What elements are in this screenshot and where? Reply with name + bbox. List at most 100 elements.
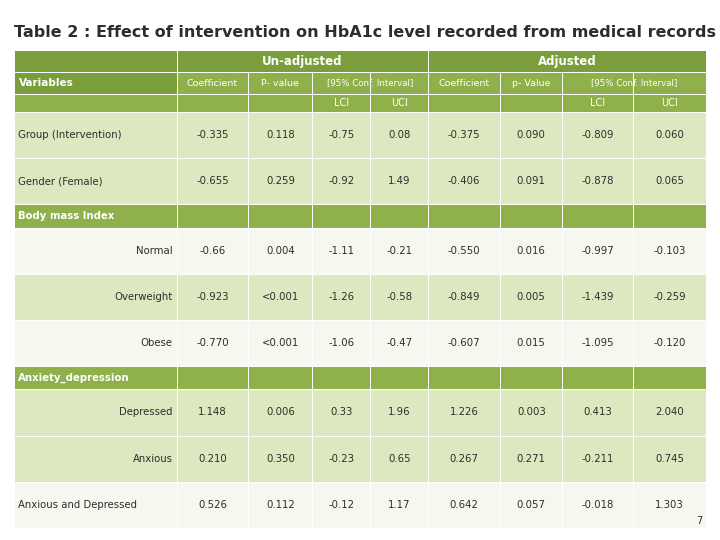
Bar xyxy=(500,94,562,112)
Bar xyxy=(634,366,706,389)
Text: -1.26: -1.26 xyxy=(328,292,354,302)
Bar xyxy=(634,205,706,227)
Text: 1.17: 1.17 xyxy=(388,500,410,510)
Bar xyxy=(14,366,176,389)
Bar xyxy=(14,158,176,205)
Bar xyxy=(562,158,634,205)
Text: 0.060: 0.060 xyxy=(655,130,684,140)
Text: -0.58: -0.58 xyxy=(387,292,413,302)
Text: 0.210: 0.210 xyxy=(198,454,227,464)
Bar xyxy=(248,274,312,320)
Text: 0.08: 0.08 xyxy=(388,130,410,140)
Text: -0.018: -0.018 xyxy=(582,500,614,510)
Bar xyxy=(312,227,370,274)
Bar xyxy=(370,366,428,389)
Text: Adjusted: Adjusted xyxy=(538,55,597,68)
Text: 2.040: 2.040 xyxy=(655,408,684,417)
Text: -0.47: -0.47 xyxy=(387,338,413,348)
Bar xyxy=(562,227,634,274)
Bar xyxy=(312,436,370,482)
Bar xyxy=(176,94,248,112)
Bar xyxy=(428,227,500,274)
Text: 0.118: 0.118 xyxy=(266,130,294,140)
Bar xyxy=(428,436,500,482)
Text: Depressed: Depressed xyxy=(119,408,173,417)
Text: -0.406: -0.406 xyxy=(448,177,480,186)
Bar xyxy=(176,482,248,528)
Bar xyxy=(500,112,562,158)
Text: -0.75: -0.75 xyxy=(328,130,354,140)
Text: LCI: LCI xyxy=(334,98,349,108)
Bar xyxy=(176,436,248,482)
Bar xyxy=(562,274,634,320)
Text: 0.526: 0.526 xyxy=(198,500,227,510)
Text: 1.303: 1.303 xyxy=(655,500,684,510)
Text: LCI: LCI xyxy=(590,98,606,108)
Bar xyxy=(312,366,370,389)
Bar xyxy=(248,436,312,482)
Text: 0.016: 0.016 xyxy=(517,246,546,255)
Bar xyxy=(428,274,500,320)
Text: -0.770: -0.770 xyxy=(197,338,229,348)
Text: -1.06: -1.06 xyxy=(328,338,354,348)
Bar xyxy=(370,158,428,205)
Bar xyxy=(634,72,706,94)
Text: Anxiety_depression: Anxiety_depression xyxy=(18,373,130,383)
Text: 0.090: 0.090 xyxy=(517,130,546,140)
Bar xyxy=(562,366,634,389)
Text: Coefficient: Coefficient xyxy=(438,78,490,87)
Text: <0.001: <0.001 xyxy=(262,292,299,302)
Bar xyxy=(14,320,176,366)
Text: Normal: Normal xyxy=(136,246,173,255)
Text: 0.005: 0.005 xyxy=(517,292,546,302)
Bar xyxy=(176,227,248,274)
Bar xyxy=(428,205,500,227)
Bar xyxy=(14,274,176,320)
Bar xyxy=(312,94,370,112)
Bar xyxy=(500,389,562,436)
Text: -0.809: -0.809 xyxy=(582,130,614,140)
Text: Gender (Female): Gender (Female) xyxy=(18,177,103,186)
Text: UCI: UCI xyxy=(661,98,678,108)
Bar xyxy=(370,205,428,227)
Text: -0.375: -0.375 xyxy=(448,130,480,140)
Bar xyxy=(500,436,562,482)
Bar xyxy=(370,72,428,94)
Text: 0.004: 0.004 xyxy=(266,246,294,255)
Bar xyxy=(14,72,176,94)
Bar xyxy=(500,158,562,205)
Text: -0.607: -0.607 xyxy=(448,338,480,348)
Text: 0.350: 0.350 xyxy=(266,454,295,464)
Bar xyxy=(248,205,312,227)
Bar xyxy=(562,205,634,227)
Bar xyxy=(634,158,706,205)
Bar xyxy=(14,389,176,436)
Bar xyxy=(562,389,634,436)
Text: -0.12: -0.12 xyxy=(328,500,354,510)
Text: -0.997: -0.997 xyxy=(582,246,614,255)
Text: Un-adjusted: Un-adjusted xyxy=(262,55,343,68)
Bar xyxy=(370,320,428,366)
Bar xyxy=(176,366,248,389)
Text: Overweight: Overweight xyxy=(114,292,173,302)
Text: 7: 7 xyxy=(696,516,702,526)
Bar xyxy=(14,112,176,158)
Text: -0.66: -0.66 xyxy=(199,246,225,255)
Bar xyxy=(176,274,248,320)
Text: Table 2 : Effect of intervention on HbA1c level recorded from medical records: Table 2 : Effect of intervention on HbA1… xyxy=(14,25,716,40)
Bar xyxy=(500,366,562,389)
Bar xyxy=(634,482,706,528)
Bar xyxy=(176,389,248,436)
Bar xyxy=(312,320,370,366)
Text: 0.413: 0.413 xyxy=(583,408,612,417)
Bar xyxy=(176,205,248,227)
Bar xyxy=(370,227,428,274)
Text: 0.057: 0.057 xyxy=(517,500,546,510)
Bar xyxy=(14,482,176,528)
Text: P- value: P- value xyxy=(261,78,300,87)
Text: 0.642: 0.642 xyxy=(450,500,479,510)
Bar xyxy=(562,72,634,94)
Bar xyxy=(634,274,706,320)
Text: 0.65: 0.65 xyxy=(388,454,410,464)
Text: -0.23: -0.23 xyxy=(328,454,354,464)
